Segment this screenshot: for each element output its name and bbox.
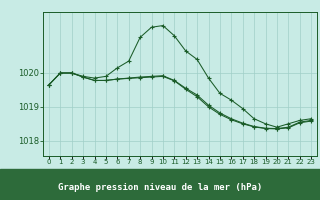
- Text: Graphe pression niveau de la mer (hPa): Graphe pression niveau de la mer (hPa): [58, 183, 262, 192]
